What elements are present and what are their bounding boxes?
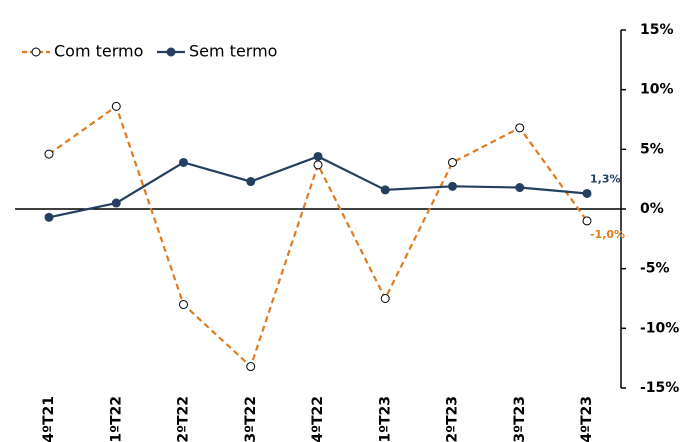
y-tick-label: 0% [640, 201, 664, 217]
point [380, 185, 390, 195]
x-tick-label: 1ºT22 [108, 396, 124, 442]
point [246, 177, 256, 187]
point [179, 299, 188, 309]
value-label: -1,0% [590, 228, 625, 241]
point [313, 151, 323, 161]
legend-marker [166, 47, 176, 57]
x-tick-label: 3ºT23 [512, 396, 528, 442]
point [313, 160, 323, 170]
point [44, 149, 54, 159]
legend-marker [31, 47, 41, 57]
point [448, 157, 457, 167]
point [380, 294, 390, 303]
y-tick-label: -5% [640, 261, 670, 277]
y-tick-label: -15% [640, 380, 679, 396]
point [111, 101, 121, 111]
x-tick-label: 4ºT21 [41, 396, 57, 442]
point [582, 216, 592, 226]
point [448, 181, 457, 191]
x-tick-label: 3ºT22 [243, 396, 259, 442]
series-line [48, 104, 588, 369]
point [44, 212, 54, 222]
point [582, 188, 592, 198]
point [179, 157, 188, 167]
value-label: 1,3% [590, 172, 621, 185]
x-tick-label: 4ºT22 [310, 396, 326, 442]
point [111, 198, 121, 208]
y-tick-label: 15% [640, 22, 674, 38]
y-tick-label: 10% [640, 82, 674, 98]
point [246, 362, 256, 372]
point [515, 183, 525, 193]
point [515, 123, 525, 133]
x-tick-label: 2ºT23 [445, 396, 461, 442]
legend-label: Com termo [54, 42, 143, 61]
y-tick-label: -10% [640, 320, 679, 336]
x-tick-label: 2ºT22 [176, 396, 192, 442]
x-tick-label: 4ºT23 [579, 396, 595, 442]
y-tick-label: 5% [640, 141, 664, 157]
x-tick-label: 1ºT23 [377, 396, 393, 442]
legend-label: Sem termo [189, 42, 277, 61]
